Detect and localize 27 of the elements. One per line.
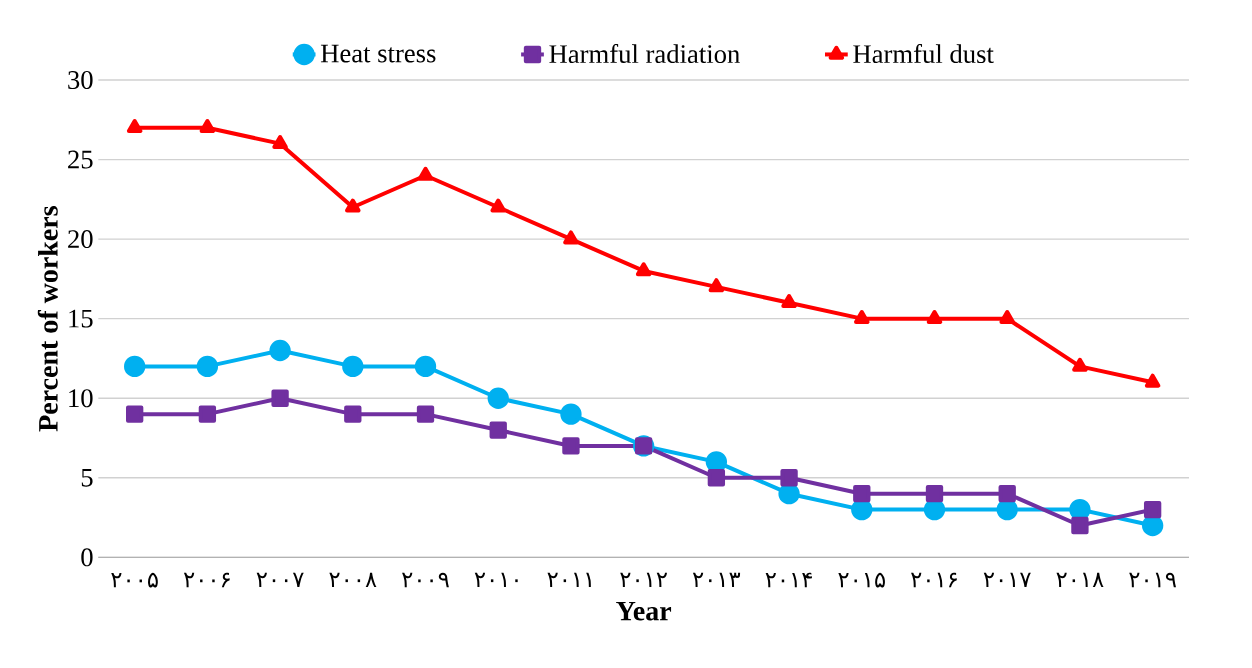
y-tick-label: 5: [81, 468, 93, 487]
y-tick-label: 20: [68, 230, 93, 249]
x-tick-label: ۲۰۰۹: [402, 572, 449, 588]
y-tick-label: 30: [68, 71, 93, 89]
y-axis-title: Percent of workers: [37, 206, 58, 432]
x-tick-label: ۲۰۱۹: [1129, 572, 1176, 588]
legend-label: Heat stress: [320, 44, 436, 63]
x-tick-label: ۲۰۰۵: [111, 572, 158, 588]
legend-label: Harmful dust: [853, 44, 994, 64]
y-tick-label: 10: [69, 389, 93, 408]
x-tick-label: ۲۰۱۸: [1056, 572, 1104, 588]
y-tick-label: 15: [69, 309, 93, 328]
x-tick-label: ۲۰۱۵: [838, 572, 885, 588]
x-tick-label: ۲۰۰۷: [256, 572, 304, 588]
y-tick-label: 0: [81, 548, 93, 567]
x-tick-label: ۲۰۱۶: [911, 572, 957, 588]
x-tick-label: ۲۰۰۶: [183, 572, 230, 588]
x-tick-label: ۲۰۱۳: [692, 572, 741, 588]
y-tick-label: 25: [68, 150, 93, 169]
legend-label: Harmful radiation: [549, 44, 740, 64]
x-tick-label: ۲۰۱۲: [620, 572, 667, 588]
x-tick-label: ۲۰۱۷: [983, 572, 1031, 588]
x-tick-label: ۲۰۱۰: [474, 572, 518, 588]
x-axis-title: Year: [616, 601, 672, 621]
x-tick-label: ۲۰۱۱: [547, 572, 591, 588]
x-tick-label: ۲۰۱۴: [765, 572, 812, 588]
x-tick-label: ۲۰۰۸: [329, 572, 377, 588]
